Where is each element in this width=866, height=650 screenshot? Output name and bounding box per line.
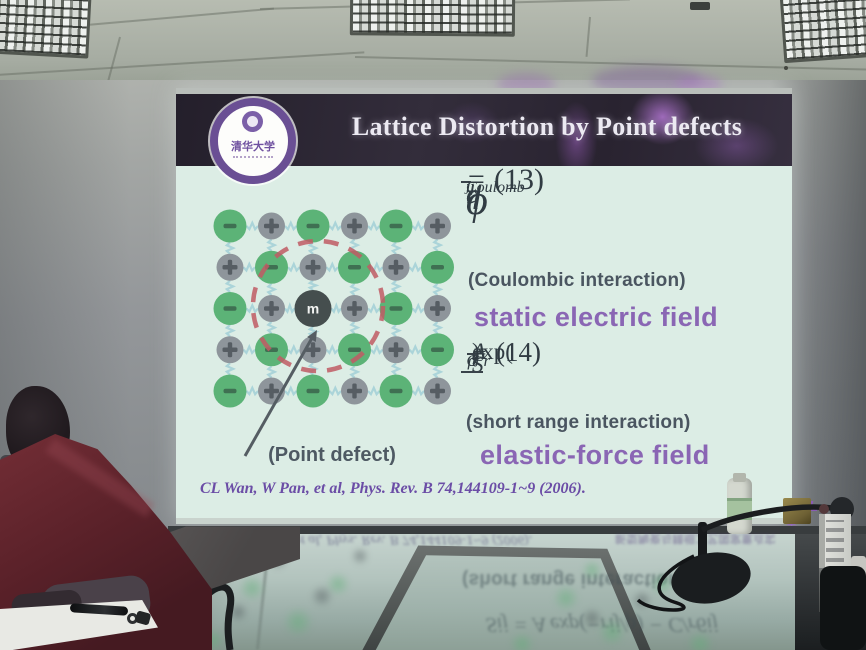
reflected-dot: [283, 607, 313, 637]
minus-sign: −: [472, 339, 488, 364]
q-i: q: [466, 179, 480, 209]
phi-subscript: ij: [466, 179, 475, 196]
phi-symbol: ϕ: [466, 178, 488, 224]
ceiling-vent: [690, 2, 710, 10]
r-ij: r: [466, 179, 477, 209]
slide-title: Lattice Distortion by Point defects: [351, 112, 743, 141]
rho-symbol: ρ: [467, 351, 477, 370]
reflected-dot: [326, 572, 350, 596]
ceiling-light-center: [349, 0, 516, 37]
carton-print: [826, 520, 844, 562]
equals-sign: =: [472, 339, 488, 364]
reflected-dot: [687, 631, 713, 650]
right-microphone: [636, 497, 854, 612]
logo-arc-decor: [233, 156, 273, 158]
ij-sub: ij: [472, 351, 479, 363]
reflected-dot: [311, 585, 333, 607]
q-i-sub: i: [466, 179, 471, 195]
shortrange-caption: (short range interaction): [466, 412, 691, 433]
r-symbol: r: [472, 351, 479, 370]
lattice-svg: m: [213, 209, 454, 457]
A-coefficient: A: [472, 339, 487, 364]
ceiling-light-left: [0, 0, 92, 59]
elastic-field-heading: elastic-force field: [480, 440, 710, 470]
S-symbol: S: [472, 352, 484, 377]
ceiling-light-right: [779, 0, 866, 64]
equals-sign: =: [466, 163, 487, 196]
reflected-dot: [351, 547, 369, 565]
wall-dot: [784, 66, 788, 70]
static-field-heading: static electric field: [474, 302, 719, 332]
reflected-dot: [582, 608, 602, 628]
dark-object-corner: [820, 566, 866, 650]
S-subscript: ij: [472, 352, 480, 367]
close-paren: ): [472, 339, 480, 364]
phi-superscript: Coulomb: [466, 179, 525, 196]
exp-function: exp(: [472, 339, 513, 364]
projection-screen: Lattice Distortion by Point defects 清华大学…: [176, 88, 818, 650]
r-ij-sub: ij: [466, 179, 475, 195]
reflected-dot: [510, 632, 534, 650]
svg-text:m: m: [307, 301, 319, 317]
reflected-dot: [553, 585, 579, 611]
q-j-sub: j: [466, 179, 471, 195]
r-sub: ij: [472, 351, 479, 363]
logo-emblem-icon: [242, 111, 263, 132]
table-far-edge: [168, 526, 866, 536]
q-j: q: [466, 179, 480, 209]
minus-r: −r: [472, 351, 491, 370]
reflected-dot: [582, 560, 602, 580]
equation-14-tag: (14): [496, 336, 541, 367]
reflected-dot: [239, 575, 265, 601]
C-symbol: C: [461, 352, 483, 373]
reflected-dot: [598, 618, 626, 646]
bottle-cap: [733, 473, 746, 482]
power-6: 6: [472, 351, 478, 363]
equation-13-tag: (13): [494, 163, 544, 196]
screen-margin-top: [176, 88, 792, 94]
coulombic-caption: (Coulombic interaction): [468, 270, 686, 291]
reflected-dot: [650, 572, 674, 596]
logo-university-name: 清华大学: [231, 141, 275, 153]
lattice-diagram: m: [188, 194, 470, 468]
point-defect-label: (Point defect): [268, 444, 396, 466]
screen-margin-bottom: [176, 518, 792, 524]
citation: CL Wan, W Pan, et al, Phys. Rev. B 74,14…: [200, 480, 586, 497]
university-logo: 清华大学: [210, 98, 296, 184]
